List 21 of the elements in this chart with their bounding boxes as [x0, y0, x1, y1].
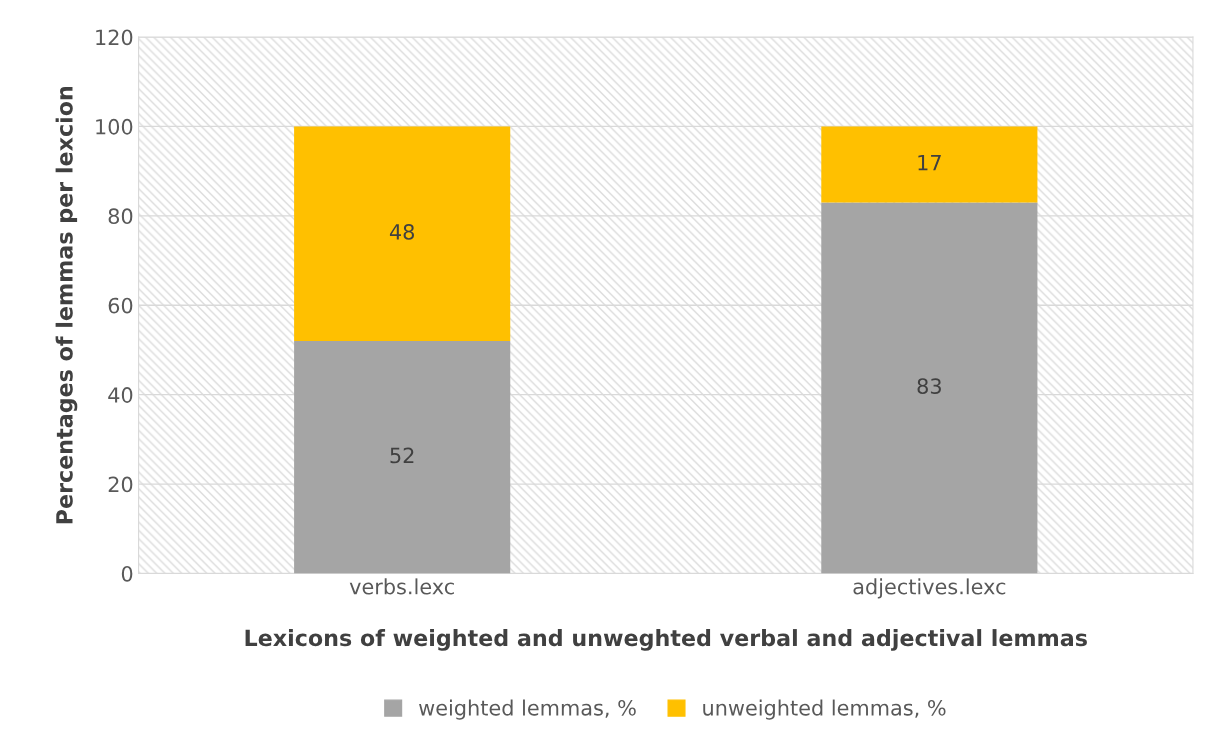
x-axis-title: Lexicons of weighted and unweghted verbal and adjectival lemmas [245, 629, 1087, 651]
x-tick-label: adjectives.lexc [853, 578, 1006, 599]
legend-label: weighted lemmas, % [419, 699, 636, 720]
y-tick-label: 40 [108, 387, 133, 403]
bar [294, 341, 511, 574]
y-tick-label: 20 [108, 476, 133, 493]
data-label: 17 [918, 154, 941, 171]
data-label: 52 [390, 447, 414, 464]
x-tick-label: verbs.lexc [349, 578, 454, 595]
legend-label: unweighted lemmas, % [703, 699, 946, 720]
data-label: 48 [389, 224, 414, 240]
y-tick-label: 80 [108, 208, 133, 225]
bar [294, 126, 511, 342]
y-axis-title: Percentages of lemmas per lexcion [55, 86, 78, 524]
bar [821, 202, 1038, 574]
y-tick-label: 60 [108, 297, 133, 314]
data-label: 83 [917, 378, 941, 395]
y-tick-label: 100 [96, 118, 133, 135]
y-tick-label: 120 [96, 29, 133, 46]
y-tick-label: 0 [121, 565, 133, 582]
bar [821, 126, 1038, 203]
